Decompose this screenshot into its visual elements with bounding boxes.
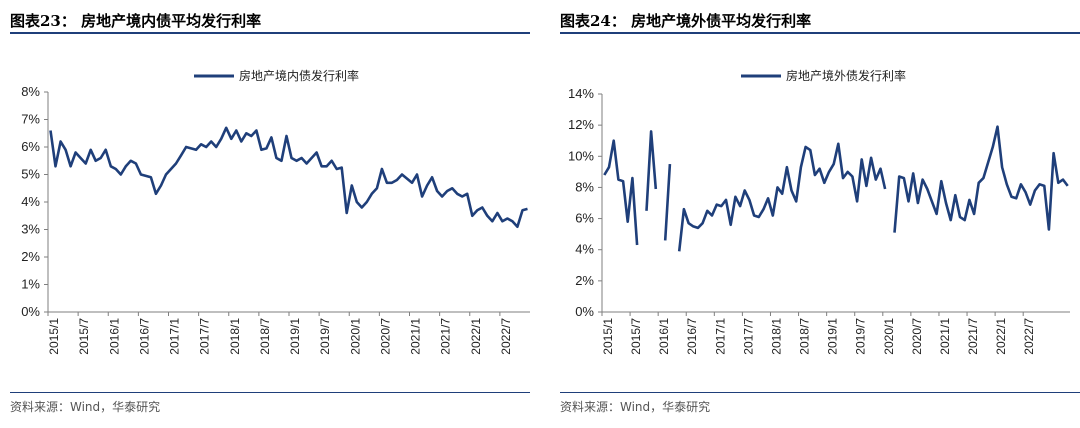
title-divider xyxy=(10,32,530,34)
y-tick-label: 2% xyxy=(575,273,594,288)
series-line xyxy=(49,126,528,229)
x-tick-label: 2022/7 xyxy=(1022,318,1036,355)
x-tick-label: 2015/1 xyxy=(47,318,61,355)
x-tick-label: 2016/1 xyxy=(657,318,671,355)
y-tick-label: 12% xyxy=(568,117,594,132)
x-tick-label: 2017/1 xyxy=(713,318,727,355)
y-tick-label: 2% xyxy=(21,249,40,264)
title-divider xyxy=(560,32,1080,34)
y-tick-label: 4% xyxy=(21,194,40,209)
y-tick-label: 6% xyxy=(575,211,594,226)
x-tick-label: 2020/1 xyxy=(348,318,362,355)
x-tick-label: 2017/1 xyxy=(168,318,182,355)
x-tick-label: 2021/1 xyxy=(938,318,952,355)
left-chart-panel: 图表23： 房地产境内债平均发行利率 0% 1% 2% 3% 4% 5% 6% 7% 8% 201… xyxy=(10,0,530,428)
y-tick-label: 1% xyxy=(21,277,40,292)
bottom-divider xyxy=(560,392,1080,393)
x-tick-label: 2020/7 xyxy=(910,318,924,355)
figure-title: 图表23： 房地产境内债平均发行利率 xyxy=(10,12,262,30)
bottom-divider xyxy=(10,392,530,393)
x-tick-label: 2019/7 xyxy=(318,318,332,355)
legend-label: 房地产境外债发行利率 xyxy=(786,68,906,83)
right-chart-panel: 图表24： 房地产境外债平均发行利率 0% 2% 4% 6% 8% 10% 12% 14% 20… xyxy=(560,0,1080,428)
x-tick-label: 2015/7 xyxy=(629,318,643,355)
y-tick-label: 7% xyxy=(21,112,40,127)
x-tick-label: 2019/1 xyxy=(826,318,840,355)
source-note: 资料来源：Wind，华泰研究 xyxy=(10,400,161,414)
x-tick-label: 2021/7 xyxy=(966,318,980,355)
legend-label: 房地产境内债发行利率 xyxy=(239,68,359,83)
overseas-bond-rate-chart: 0% 2% 4% 6% 8% 10% 12% 14% 2015/1 2015/7 2016/1 201… xyxy=(568,68,1070,355)
x-tick-label: 2020/1 xyxy=(882,318,896,355)
x-tick-label: 2016/7 xyxy=(685,318,699,355)
x-tick-label: 2015/1 xyxy=(601,318,615,355)
figure-title: 图表24： 房地产境外债平均发行利率 xyxy=(560,12,812,30)
x-tick-label: 2019/7 xyxy=(854,318,868,355)
y-tick-label: 8% xyxy=(21,84,40,99)
y-tick-label: 4% xyxy=(575,242,594,257)
series-line xyxy=(603,125,1069,252)
x-tick-label: 2018/1 xyxy=(228,318,242,355)
x-tick-label: 2020/7 xyxy=(378,318,392,355)
x-tick-label: 2021/7 xyxy=(439,318,453,355)
y-tick-label: 3% xyxy=(21,222,40,237)
y-tick-label: 0% xyxy=(575,304,594,319)
domestic-bond-rate-chart: 0% 1% 2% 3% 4% 5% 6% 7% 8% 2015/1 2015/7 2016/1 2016… xyxy=(21,68,530,355)
source-note: 资料来源：Wind，华泰研究 xyxy=(560,400,711,414)
x-tick-label: 2016/7 xyxy=(137,318,151,355)
x-tick-label: 2022/1 xyxy=(469,318,483,355)
y-tick-label: 0% xyxy=(21,304,40,319)
x-tick-label: 2022/7 xyxy=(499,318,513,355)
x-tick-label: 2018/1 xyxy=(769,318,783,355)
y-tick-label: 14% xyxy=(568,86,594,101)
x-tick-label: 2017/7 xyxy=(741,318,755,355)
x-tick-label: 2021/1 xyxy=(409,318,423,355)
x-tick-label: 2018/7 xyxy=(258,318,272,355)
x-tick-label: 2022/1 xyxy=(994,318,1008,355)
y-tick-label: 8% xyxy=(575,179,594,194)
x-tick-label: 2015/7 xyxy=(77,318,91,355)
y-tick-label: 6% xyxy=(21,139,40,154)
x-tick-label: 2019/1 xyxy=(288,318,302,355)
y-tick-label: 10% xyxy=(568,148,594,163)
y-tick-label: 5% xyxy=(21,167,40,182)
x-tick-label: 2017/7 xyxy=(198,318,212,355)
x-tick-label: 2016/1 xyxy=(107,318,121,355)
x-tick-label: 2018/7 xyxy=(798,318,812,355)
